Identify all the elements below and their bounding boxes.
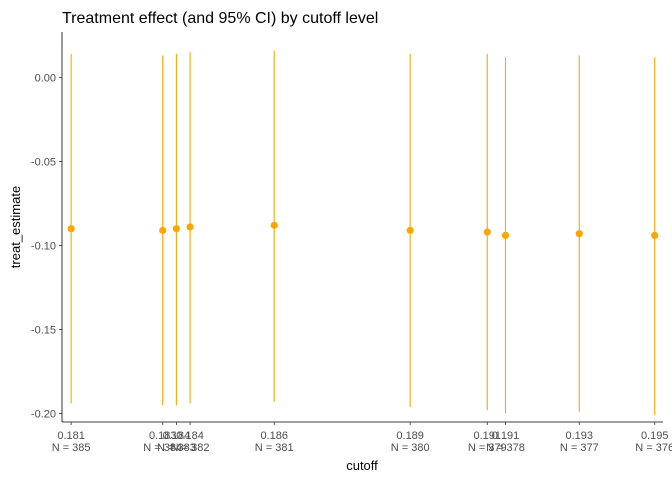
estimate-point <box>651 231 659 240</box>
x-tick-label: 0.191 N = 379 <box>468 430 507 454</box>
estimate-point <box>501 231 510 240</box>
x-tick-label: 0.195 N = 376 <box>635 430 672 454</box>
x-tick-label: 0.186 N = 381 <box>255 430 294 454</box>
y-tick-label: -0.20 <box>31 409 56 421</box>
y-tick-label: -0.05 <box>31 156 56 168</box>
x-axis-title: cutoff <box>346 458 378 473</box>
y-axis-title: treat_estimate <box>8 186 23 268</box>
plot-area <box>67 50 659 416</box>
estimate-point <box>159 226 167 234</box>
estimate-point <box>186 223 194 231</box>
y-tick-label: 0.00 <box>35 72 56 84</box>
estimate-point <box>406 226 414 234</box>
y-tick-label: -0.10 <box>31 240 56 252</box>
estimate-point <box>575 230 583 238</box>
x-tick-label: 0.183 N = 384 <box>143 430 182 454</box>
y-tick-label: -0.15 <box>31 325 56 337</box>
estimate-point <box>483 228 491 236</box>
estimate-point <box>172 225 180 233</box>
x-tick-label: 0.191 N = 378 <box>486 430 525 454</box>
x-tick-label: 0.189 N = 380 <box>391 430 430 454</box>
x-tick-label: 0.184 N = 383 <box>157 430 196 454</box>
x-tick-label: 0.184 N = 382 <box>171 430 210 454</box>
y-ticks: 0.00 -0.05 -0.10 -0.15 -0.20 <box>31 72 62 421</box>
chart-title: Treatment effect (and 95% CI) by cutoff … <box>62 10 378 27</box>
x-tick-label: 0.181 N = 385 <box>52 430 91 454</box>
x-tick-label: 0.193 N = 377 <box>560 430 599 454</box>
estimate-point <box>67 225 75 233</box>
estimate-point <box>270 221 278 229</box>
